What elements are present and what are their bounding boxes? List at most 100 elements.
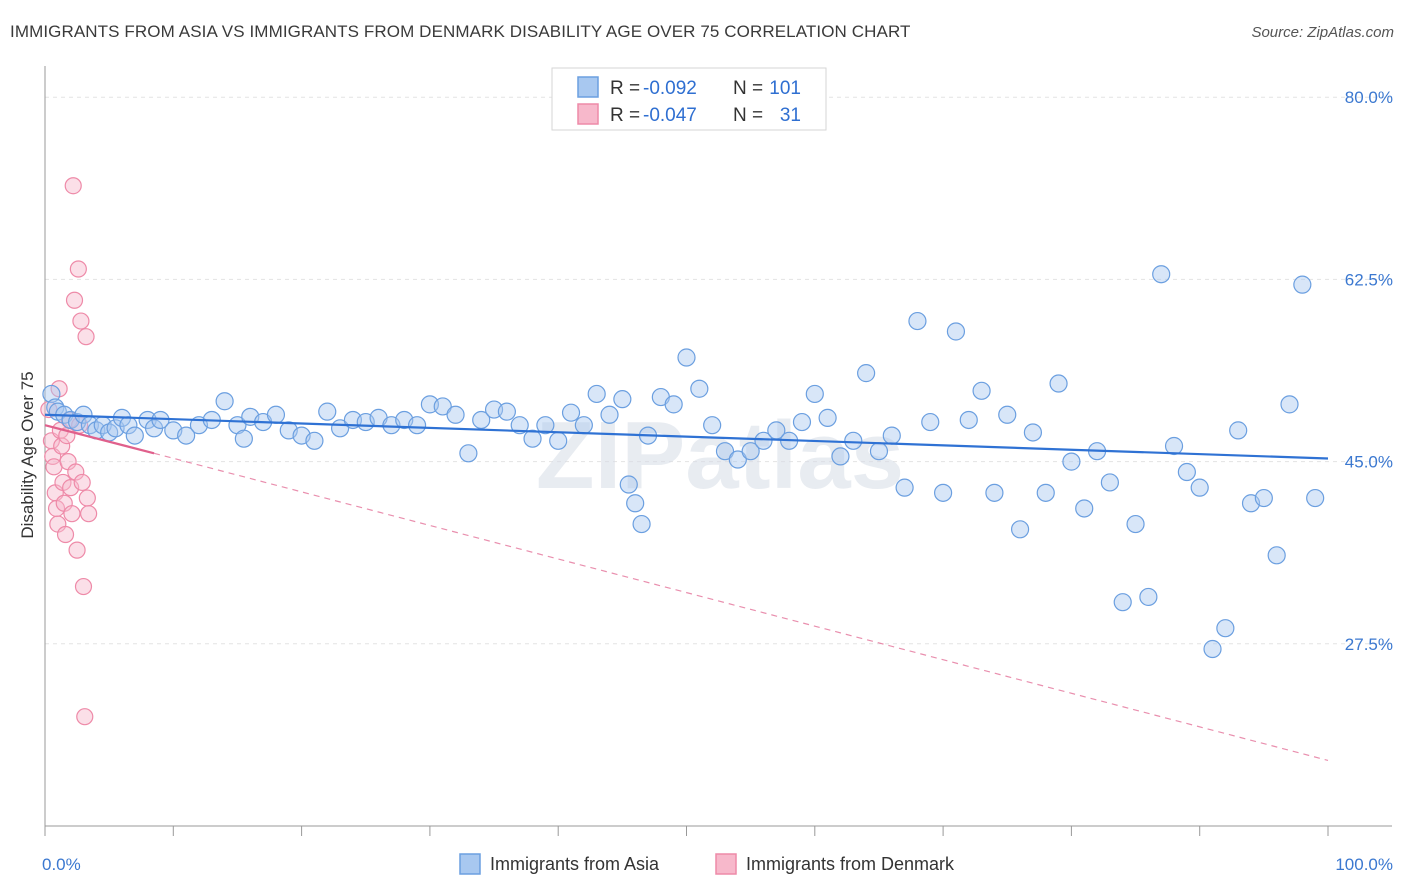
denmark-point <box>68 541 86 559</box>
asia-point <box>690 379 709 398</box>
source-label: Source: ZipAtlas.com <box>1251 24 1394 41</box>
asia-point <box>741 442 760 461</box>
asia-point <box>1190 478 1209 497</box>
asia-point <box>715 442 735 461</box>
n-value-denmark: 31 <box>780 105 801 126</box>
asia-point <box>177 426 196 445</box>
asia-point <box>831 447 850 466</box>
denmark-trend-extension <box>153 452 1329 761</box>
asia-point <box>1229 421 1248 440</box>
legend-asia-label: Immigrants from Asia <box>490 854 660 874</box>
asia-point <box>1139 587 1158 607</box>
denmark-point <box>72 312 90 330</box>
asia-point <box>1267 546 1286 565</box>
asia-point <box>792 412 812 432</box>
stats-legend: R = -0.092 N = 101 R = -0.047 N = 31 <box>551 67 827 131</box>
denmark-point <box>77 328 95 346</box>
asia-point <box>1280 395 1299 414</box>
asia-point <box>1126 514 1145 534</box>
asia-point <box>1203 639 1222 659</box>
denmark-point <box>76 708 94 726</box>
series-denmark <box>40 177 98 726</box>
y-tick-label: 45.0% <box>1345 453 1393 472</box>
asia-point <box>1293 275 1312 294</box>
asia-point <box>805 384 824 404</box>
asia-point <box>1010 520 1030 539</box>
watermark: ZIPatlas <box>536 402 904 509</box>
asia-point <box>1177 462 1196 482</box>
denmark-point <box>64 177 82 195</box>
asia-point <box>1164 436 1184 456</box>
asia-point <box>42 384 61 404</box>
asia-point <box>318 402 337 421</box>
asia-point <box>818 408 837 427</box>
asia-point <box>703 416 722 435</box>
asia-point <box>574 416 593 435</box>
asia-point <box>497 402 516 421</box>
asia-point <box>510 416 529 435</box>
legend-denmark-label: Immigrants from Denmark <box>746 854 955 874</box>
bottom-legend: Immigrants from Asia Immigrants from Den… <box>459 853 955 875</box>
asia-point <box>1062 452 1081 471</box>
asia-point <box>1036 483 1055 502</box>
denmark-point <box>69 260 87 278</box>
asia-swatch <box>577 76 599 98</box>
asia-point <box>536 416 555 435</box>
asia-point <box>728 450 747 469</box>
asia-point <box>459 444 478 463</box>
denmark-point <box>74 577 93 596</box>
denmark-point <box>63 505 81 523</box>
asia-point <box>1306 488 1325 508</box>
y-tick-label: 27.5% <box>1345 635 1393 654</box>
legend-asia-swatch <box>459 853 481 875</box>
y-axis-label: Disability Age Over 75 <box>18 371 37 538</box>
y-tick-label: 80.0% <box>1345 88 1393 107</box>
asia-point <box>1023 423 1043 442</box>
asia-point <box>677 348 696 367</box>
asia-point <box>561 403 581 422</box>
gridlines <box>45 96 1392 645</box>
asia-point <box>844 431 863 450</box>
asia-point <box>215 392 234 411</box>
denmark-point <box>67 463 85 481</box>
asia-point <box>125 426 144 445</box>
r-value-denmark: -0.047 <box>643 105 697 126</box>
asia-point <box>472 410 491 430</box>
asia-point <box>549 431 568 450</box>
asia-point <box>895 478 914 497</box>
asia-point <box>433 397 452 416</box>
legend-denmark-swatch <box>715 853 737 875</box>
asia-point <box>754 431 773 450</box>
denmark-point <box>56 525 75 544</box>
asia-point <box>523 429 542 448</box>
x-tick-label: 100.0% <box>1335 855 1393 874</box>
asia-point <box>632 514 651 534</box>
denmark-point <box>65 291 84 309</box>
asia-point <box>946 322 966 341</box>
asia-point <box>869 442 889 461</box>
r-label-asia: R = <box>610 78 640 99</box>
asia-point <box>1075 499 1094 518</box>
denmark-point <box>80 505 98 523</box>
asia-point <box>1100 473 1119 492</box>
y-tick-label: 62.5% <box>1345 270 1393 289</box>
asia-point <box>1049 374 1068 393</box>
asia-point <box>305 431 324 450</box>
asia-point <box>1254 488 1273 508</box>
asia-point <box>587 384 606 404</box>
tick-labels: 80.0% 62.5% 45.0% 27.5% 0.0% 100.0% <box>42 88 1393 874</box>
asia-point <box>613 390 632 409</box>
asia-point <box>600 405 619 424</box>
asia-point <box>857 364 876 383</box>
asia-point <box>1216 619 1235 638</box>
asia-point <box>998 405 1017 424</box>
asia-point <box>908 311 927 331</box>
asia-trend-line <box>44 413 1329 460</box>
asia-point <box>234 429 253 448</box>
asia-point <box>972 381 991 400</box>
denmark-point <box>78 489 96 507</box>
denmark-swatch <box>577 103 599 125</box>
asia-point <box>882 426 901 445</box>
asia-point <box>921 412 940 432</box>
